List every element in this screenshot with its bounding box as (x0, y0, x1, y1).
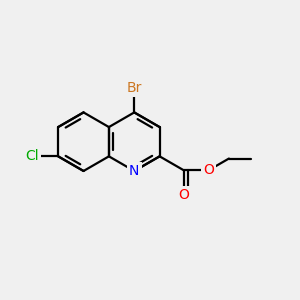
Text: Cl: Cl (25, 149, 39, 163)
Text: Br: Br (127, 80, 142, 94)
Text: N: N (129, 164, 140, 178)
Text: O: O (178, 188, 189, 202)
Text: O: O (203, 163, 214, 177)
